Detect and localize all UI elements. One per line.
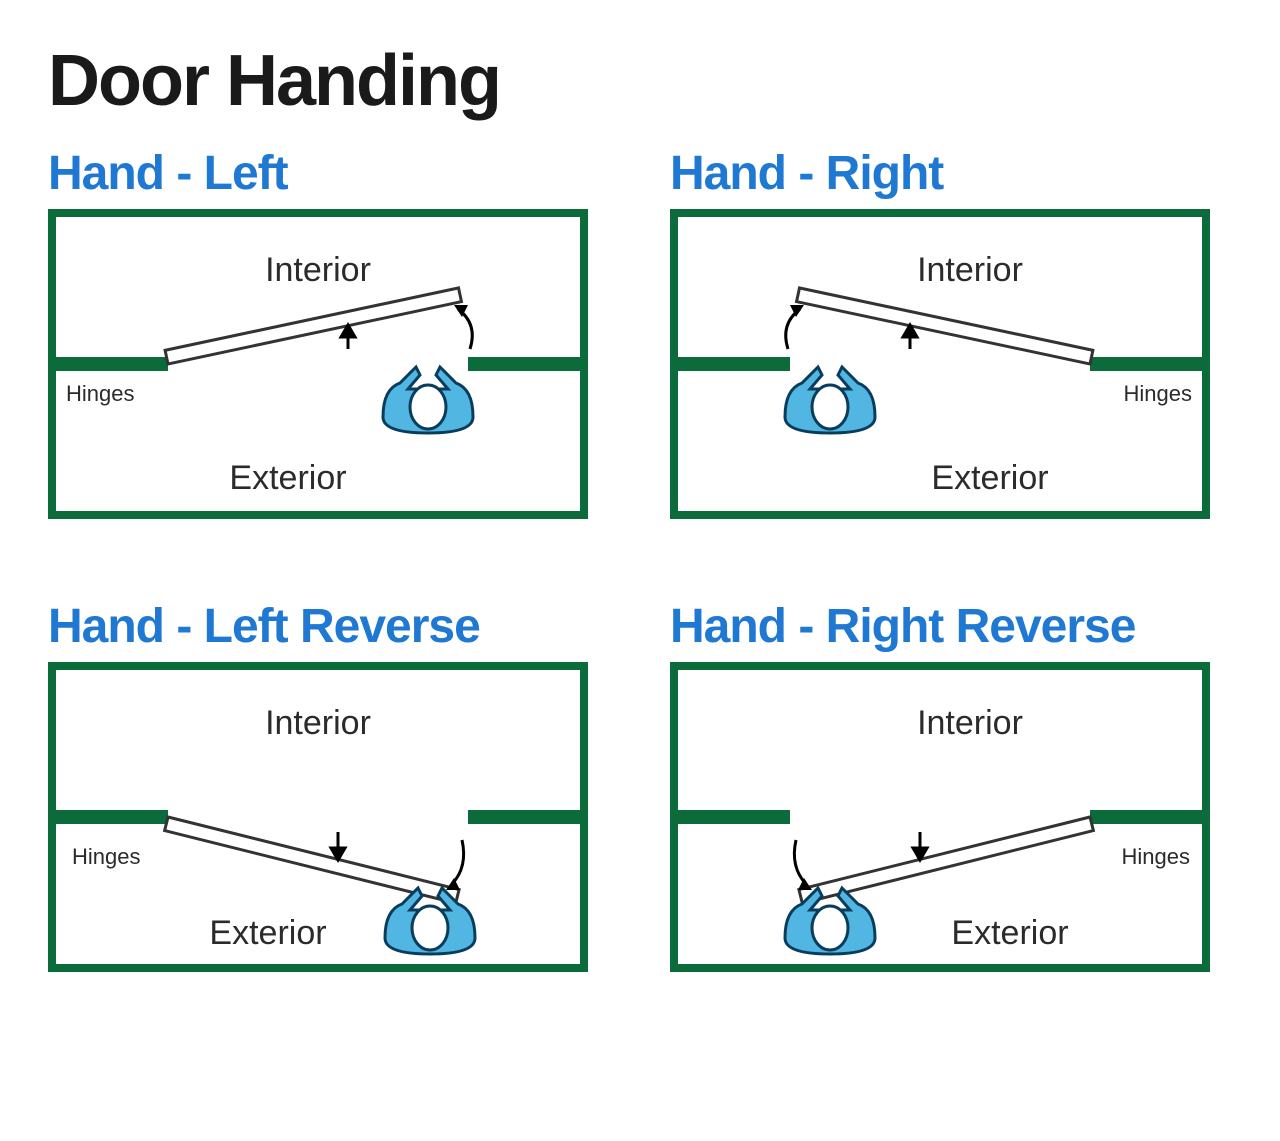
- panel-hand-right: Hand - Right Interior Exterior Hinges: [670, 146, 1232, 519]
- diagram-box: Interior Exterior Hinges: [48, 209, 588, 519]
- interior-label: Interior: [265, 704, 371, 742]
- exterior-label: Exterior: [229, 459, 346, 497]
- interior-label: Interior: [265, 251, 371, 289]
- hinges-label: Hinges: [1124, 381, 1192, 406]
- person-icon: [785, 888, 875, 954]
- page-title: Door Handing: [48, 40, 1232, 122]
- diagram-svg: Interior Exterior Hinges: [670, 209, 1210, 519]
- latch-arrow-icon: [794, 840, 812, 890]
- swing-arrow-icon: [913, 832, 927, 860]
- hinges-label: Hinges: [1122, 844, 1190, 869]
- panel-grid: Hand - Left Interior Exterior Hinges: [48, 146, 1232, 972]
- diagram-box: Interior Exterior Hinges: [670, 662, 1210, 972]
- diagram-box: Interior Exterior Hinges: [670, 209, 1210, 519]
- panel-hand-right-reverse: Hand - Right Reverse Interior Exterior H…: [670, 599, 1232, 972]
- hinges-label: Hinges: [66, 381, 134, 406]
- diagram-svg: Interior Exterior Hinges: [48, 662, 588, 972]
- panel-title: Hand - Right Reverse: [670, 599, 1232, 654]
- swing-arrow-icon: [903, 325, 917, 349]
- door-slab: [165, 288, 461, 364]
- latch-arrow-icon: [446, 840, 464, 890]
- diagram-svg: Interior Exterior Hinges: [48, 209, 588, 519]
- exterior-label: Exterior: [951, 914, 1068, 952]
- panel-title: Hand - Left: [48, 146, 610, 201]
- hinges-label: Hinges: [72, 844, 140, 869]
- panel-title: Hand - Left Reverse: [48, 599, 610, 654]
- exterior-label: Exterior: [209, 914, 326, 952]
- panel-hand-left: Hand - Left Interior Exterior Hinges: [48, 146, 610, 519]
- diagram-box: Interior Exterior Hinges: [48, 662, 588, 972]
- door-slab: [797, 288, 1093, 364]
- interior-label: Interior: [917, 704, 1023, 742]
- swing-arrow-icon: [331, 832, 345, 860]
- latch-arrow-icon: [786, 305, 804, 349]
- panel-hand-left-reverse: Hand - Left Reverse Interior Exterior Hi…: [48, 599, 610, 972]
- exterior-label: Exterior: [931, 459, 1048, 497]
- door-handing-infographic: Door Handing Hand - Left Interior Exteri…: [0, 0, 1280, 1141]
- person-icon: [383, 367, 473, 433]
- interior-label: Interior: [917, 251, 1023, 289]
- panel-title: Hand - Right: [670, 146, 1232, 201]
- diagram-svg: Interior Exterior Hinges: [670, 662, 1210, 972]
- latch-arrow-icon: [454, 305, 472, 349]
- swing-arrow-icon: [341, 325, 355, 349]
- person-icon: [785, 367, 875, 433]
